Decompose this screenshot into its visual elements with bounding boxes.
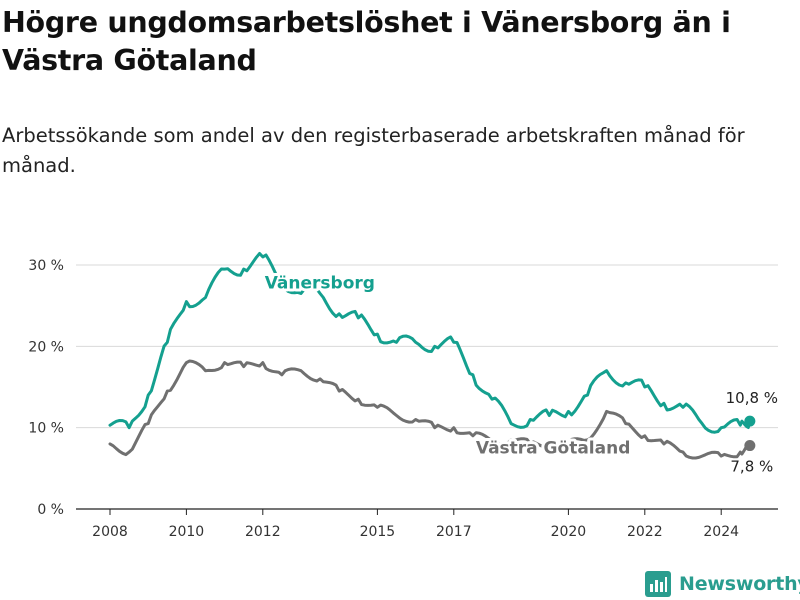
brand-name: Newsworthy xyxy=(679,573,800,595)
series-name-halo: Vänersborg xyxy=(265,274,375,294)
series-end-marker xyxy=(744,440,756,452)
y-tick-label: 20 % xyxy=(28,339,64,355)
series-layer xyxy=(108,252,756,460)
y-tick-label: 0 % xyxy=(37,502,64,518)
series-line-vanersborg xyxy=(108,252,752,434)
series-line-vastra-gotaland xyxy=(108,359,752,460)
y-tick-label: 10 % xyxy=(28,421,64,437)
x-tick-label: 2010 xyxy=(169,524,205,540)
chart-subtitle: Arbetssökande som andel av den registerb… xyxy=(2,124,745,177)
newsworthy-logo-icon xyxy=(645,571,671,597)
grid-layer xyxy=(76,264,778,510)
series-name-halo: Västra Götaland xyxy=(476,439,631,459)
series-name-vastra-gotaland: Västra Götaland xyxy=(476,439,631,459)
x-tick-label: 2015 xyxy=(360,524,396,540)
y-tick-label: 30 % xyxy=(28,258,64,274)
series-name-vanersborg: Vänersborg xyxy=(265,274,375,294)
brand-logo: Newsworthy xyxy=(645,570,800,598)
chart-title: Högre ungdomsarbetslöshet i Vänersborg ä… xyxy=(2,6,731,77)
axis-layer: 0 % 10 % 20 % 30 % 2008 2010 2012 2015 2017 2020 2… xyxy=(28,258,739,540)
x-tick-label: 2020 xyxy=(551,524,587,540)
series-end-marker xyxy=(744,415,756,427)
x-tick-label: 2022 xyxy=(627,524,663,540)
x-tick-label: 2008 xyxy=(92,524,128,540)
x-tick-label: 2012 xyxy=(245,524,281,540)
x-tick-label: 2024 xyxy=(703,524,739,540)
series-end-label: 7,8 % xyxy=(730,458,773,476)
x-tick-label: 2017 xyxy=(436,524,472,540)
series-end-label: 10,8 % xyxy=(726,389,778,407)
